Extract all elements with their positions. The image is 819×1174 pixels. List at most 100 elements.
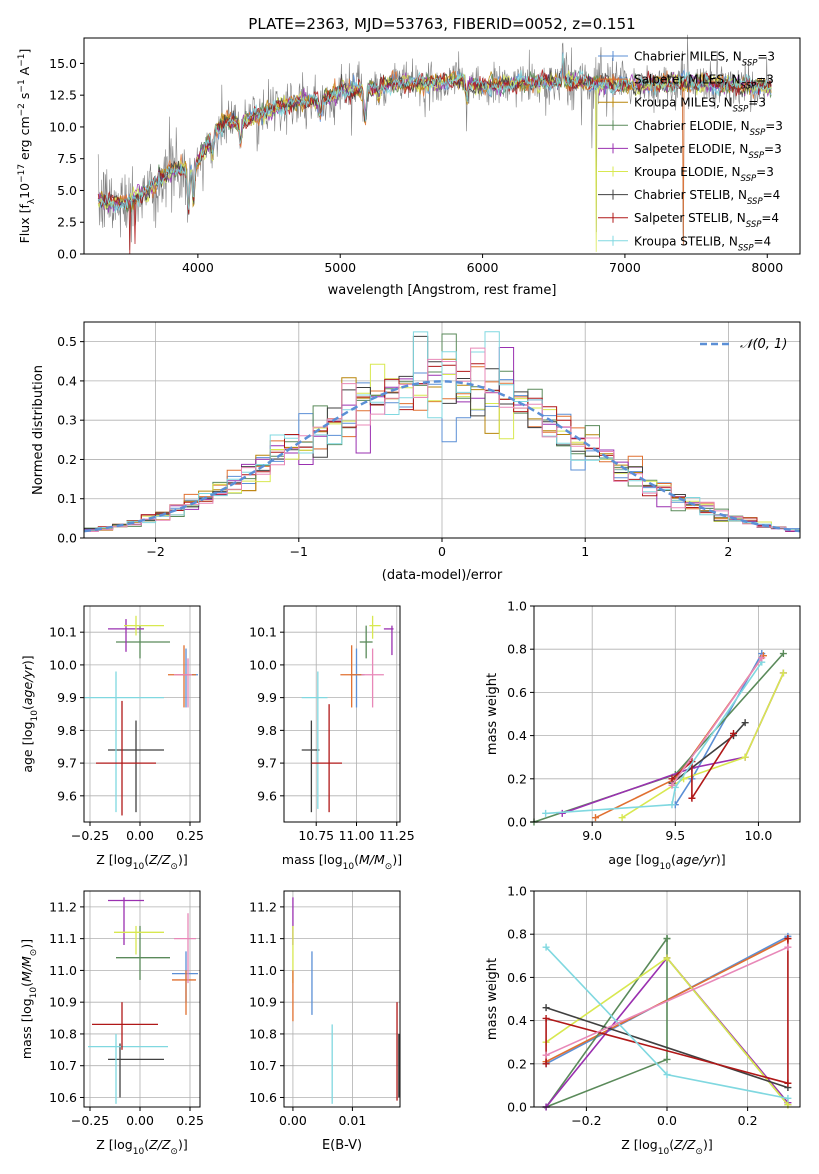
x-tick-label: 0.25 (176, 828, 204, 843)
figure-title: PLATE=2363, MJD=53763, FIBERID=0052, z=0… (248, 15, 635, 33)
mass-weight-marker (663, 935, 671, 943)
legend-label: Kroupa STELIB, NSSP=4 (634, 234, 771, 253)
mass-weight-line (545, 938, 789, 1085)
x-tick-label: 0 (438, 544, 446, 559)
mass-weight-marker (688, 794, 696, 802)
y-tick-label: 10.6 (49, 1090, 77, 1105)
mass-weight-line (671, 657, 763, 786)
age-vs-mass-xlabel: mass [log10(M/M⊙)] (282, 852, 402, 872)
weight-vs-z-xlabel: Z [log10(Z/Z⊙)] (621, 1137, 712, 1157)
age-vs-mass-axes-frame (283, 605, 401, 823)
y-tick-label: 10.7 (49, 1058, 77, 1073)
x-tick-label: 0.00 (279, 1113, 307, 1128)
x-tick-label: 4000 (182, 260, 214, 275)
y-tick-label: 15.0 (49, 56, 77, 71)
x-tick-label: −0.25 (71, 828, 109, 843)
x-tick-label: 0.00 (126, 828, 154, 843)
y-tick-label: 0.1 (57, 491, 77, 506)
mass-weight-marker (668, 781, 676, 789)
y-tick-label: 1.0 (507, 599, 527, 614)
y-tick-label: 9.8 (257, 723, 277, 738)
residuals-ylabel: Normed distribution (31, 365, 46, 495)
y-tick-label: 0.2 (57, 452, 77, 467)
mass-weight-marker (668, 801, 676, 809)
x-tick-label: 11.00 (339, 828, 375, 843)
x-tick-label: 10.0 (745, 828, 773, 843)
y-tick-label: 11.2 (249, 899, 277, 914)
mass-weight-marker (668, 775, 676, 783)
y-tick-label: 7.5 (57, 151, 77, 166)
x-tick-label: 9.0 (582, 828, 602, 843)
y-tick-label: 9.7 (57, 756, 77, 771)
y-tick-label: 0.0 (507, 1100, 527, 1115)
y-tick-label: 10.9 (249, 995, 277, 1010)
mass-vs-z-panel: −0.25 0.00 0.25 10.6 10.7 10.8 10.9 11.0 11.1 11.… (19, 890, 204, 1157)
y-tick-label: 2.5 (57, 215, 77, 230)
mass-weight-marker (784, 943, 792, 951)
y-tick-label: 9.9 (257, 690, 277, 705)
y-tick-label: 9.8 (57, 723, 77, 738)
mass-weight-marker (542, 1004, 550, 1012)
x-tick-label: 10.75 (298, 828, 334, 843)
weight-vs-age-ylabel: mass weight (485, 673, 500, 755)
legend-label: Salpeter ELODIE, NSSP=3 (634, 142, 782, 161)
weight-vs-age-panel: 9.0 9.5 10.0 0.0 0.2 0.4 0.6 0.8 1.0 age [log10(… (485, 599, 801, 872)
y-tick-label: 11.1 (249, 931, 277, 946)
mass-vs-ebv-xlabel: E(B-V) (322, 1138, 362, 1153)
y-tick-label: 10.0 (249, 657, 277, 672)
age-vs-z-ylabel: age [log10(age/yr)] (20, 655, 40, 772)
spectrum-axes-frame (83, 37, 801, 255)
mass-weight-marker (542, 1060, 550, 1068)
legend-label: Kroupa MILES, NSSP=3 (634, 96, 766, 115)
residuals-panel: −2 −1 0 1 2 0.0 0.1 0.2 0.3 0.4 0.5 (data-model)/e… (31, 321, 801, 583)
y-tick-label: 0.0 (57, 247, 77, 262)
legend-label: Chabrier STELIB, NSSP=4 (634, 188, 780, 207)
x-tick-label: 0.2 (738, 1113, 758, 1128)
mass-weight-marker (542, 1051, 550, 1059)
spectrum-ylabel: Flux [fλ10−17 erg cm−2 s−1 A−1] (17, 49, 37, 244)
mass-weight-marker (663, 1071, 671, 1079)
y-tick-label: 10.0 (49, 657, 77, 672)
y-tick-label: 0.4 (507, 1013, 527, 1028)
y-tick-label: 0.2 (507, 1056, 527, 1071)
mass-weight-marker (663, 1055, 671, 1063)
age-vs-mass-panel: 10.75 11.00 11.25 9.6 9.7 9.8 9.9 10.0 10.1 mass… (249, 605, 415, 872)
y-tick-label: 12.5 (49, 88, 77, 103)
mass-weight-line (545, 1006, 789, 1089)
mass-weight-marker (618, 814, 626, 822)
x-tick-label: 0.01 (338, 1113, 366, 1128)
mass-weight-marker (779, 650, 787, 658)
y-tick-label: 11.0 (49, 963, 77, 978)
weight-vs-age-xlabel: age [log10(age/yr)] (608, 852, 725, 872)
mass-weight-marker (784, 1094, 792, 1102)
weight-vs-z-panel: −0.2 0.0 0.2 0.0 0.2 0.4 0.6 0.8 1.0 Z [log10(Z/… (485, 884, 801, 1157)
normal-reference-curve (83, 380, 801, 533)
y-tick-label: 0.8 (507, 927, 527, 942)
mass-vs-z-axes-frame (83, 890, 201, 1108)
y-tick-label: 11.1 (49, 931, 77, 946)
y-tick-label: 10.6 (249, 1090, 277, 1105)
mass-weight-marker (542, 943, 550, 951)
y-tick-label: 0.4 (507, 728, 527, 743)
x-tick-label: 11.25 (379, 828, 415, 843)
legend-label: Chabrier ELODIE, NSSP=3 (634, 119, 783, 138)
x-tick-label: 0.25 (176, 1113, 204, 1128)
x-tick-label: 6000 (467, 260, 499, 275)
legend-label: Salpeter STELIB, NSSP=4 (634, 211, 779, 230)
x-tick-label: 2 (724, 544, 732, 559)
y-tick-label: 0.6 (507, 970, 527, 985)
normal-reference-legend-label: 𝒩(0, 1) (740, 337, 787, 352)
y-tick-label: 9.7 (257, 756, 277, 771)
model-spectrum-line (97, 53, 772, 213)
mass-vs-z-ylabel: mass [log10(M/M⊙)] (19, 939, 39, 1059)
x-tick-label: 5000 (324, 260, 356, 275)
mass-weight-line (545, 661, 763, 815)
mass-weight-line (562, 672, 785, 815)
y-tick-label: 10.8 (49, 1026, 77, 1041)
y-tick-label: 0.6 (507, 685, 527, 700)
x-tick-label: 1 (581, 544, 589, 559)
x-tick-label: −0.2 (571, 1113, 601, 1128)
y-tick-label: 11.0 (249, 963, 277, 978)
y-tick-label: 0.2 (507, 771, 527, 786)
age-vs-z-xlabel: Z [log10(Z/Z⊙)] (96, 852, 187, 872)
